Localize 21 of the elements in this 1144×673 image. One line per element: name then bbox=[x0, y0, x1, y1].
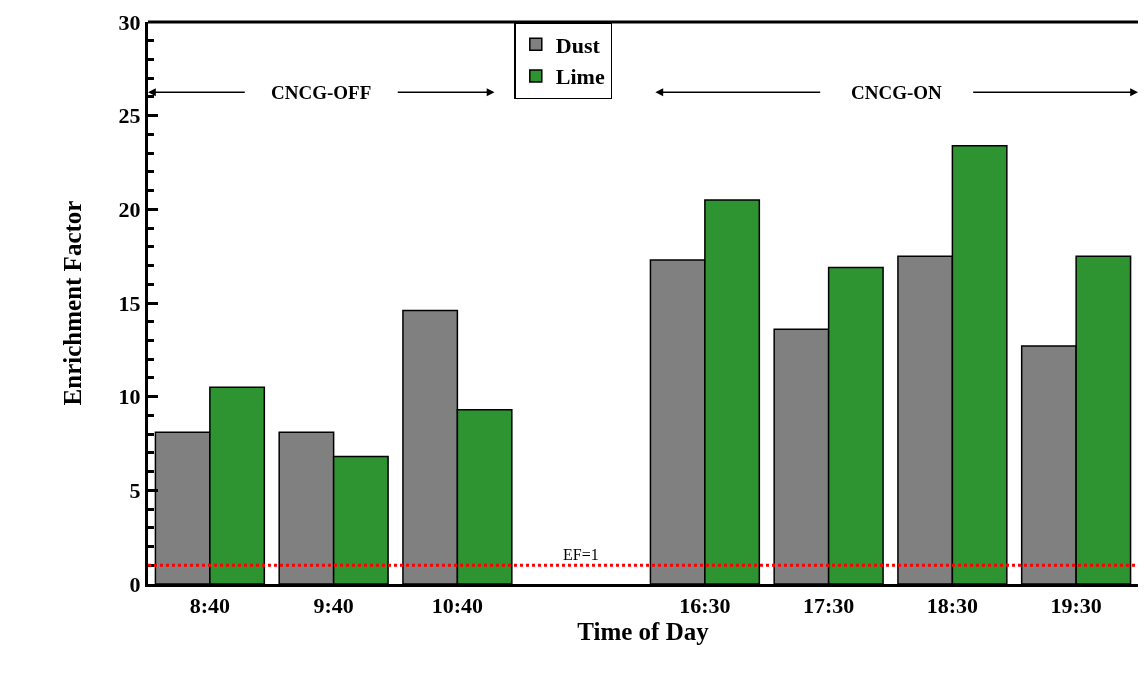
y-tick-label: 15 bbox=[118, 290, 141, 316]
annotation: CNCG-ON bbox=[851, 82, 943, 103]
x-tick-label: 17:30 bbox=[802, 593, 855, 619]
y-tick-label: 10 bbox=[118, 384, 141, 410]
y-tick-label: 5 bbox=[129, 478, 141, 504]
x-tick-label: 8:40 bbox=[189, 593, 231, 619]
legend-label: Lime bbox=[555, 64, 605, 90]
x-tick-label: 10:40 bbox=[431, 593, 484, 619]
y-tick-label: 20 bbox=[118, 197, 141, 223]
x-tick-label: 19:30 bbox=[1050, 593, 1102, 619]
x-tick-label: 18:30 bbox=[926, 593, 979, 619]
legend-label: Dust bbox=[555, 32, 601, 58]
x-tick-label: 16:30 bbox=[679, 593, 731, 619]
y-tick-label: 0 bbox=[129, 571, 141, 597]
x-axis-title: Time of Day bbox=[577, 618, 710, 646]
y-tick-label: 30 bbox=[118, 9, 141, 35]
x-tick-label: 9:40 bbox=[313, 593, 354, 619]
y-axis-title: Enrichment Factor bbox=[59, 200, 87, 406]
annotation: CNCG-OFF bbox=[271, 82, 372, 103]
y-tick-label: 25 bbox=[118, 103, 141, 129]
ref-line-label: EF=1 bbox=[563, 546, 599, 563]
